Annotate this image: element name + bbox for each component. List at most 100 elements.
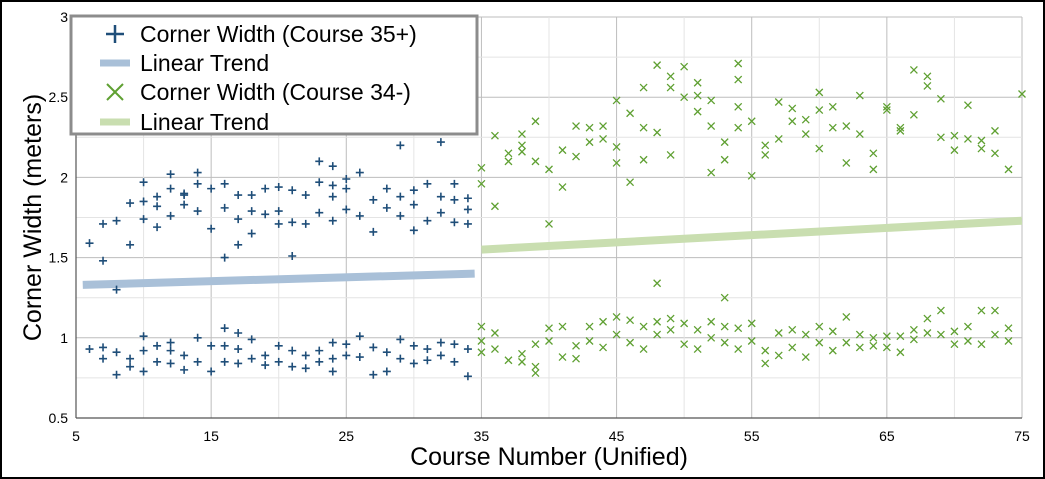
data-point [950, 327, 959, 336]
data-point [518, 349, 526, 358]
data-point [315, 208, 324, 217]
data-point [126, 199, 135, 208]
data-point [572, 341, 580, 350]
data-point [909, 335, 918, 344]
data-point [450, 179, 459, 188]
data-point [180, 189, 189, 198]
data-point [315, 357, 324, 366]
data-point [153, 341, 162, 350]
data-point [653, 128, 662, 137]
data-point [815, 144, 824, 153]
data-point [585, 138, 594, 147]
y-tick-label: 2 [60, 169, 68, 185]
legend: Corner Width (Course 35+) Linear Trend Cor… [69, 14, 479, 136]
data-point [301, 219, 310, 228]
data-point [747, 337, 756, 345]
data-point [288, 362, 297, 371]
data-point [707, 168, 716, 177]
data-point [463, 219, 472, 228]
legend-items: Corner Width (Course 35+) Linear Trend Cor… [100, 21, 417, 135]
data-point [869, 165, 878, 174]
data-point [558, 146, 567, 155]
data-point [220, 203, 229, 212]
data-point [977, 136, 986, 145]
data-point [504, 149, 513, 158]
data-point [612, 159, 621, 167]
data-point [409, 226, 418, 235]
data-point [490, 131, 499, 140]
legend-label: Linear Trend [140, 109, 269, 135]
data-point [963, 322, 972, 331]
data-point [612, 142, 621, 151]
data-point [490, 202, 499, 211]
data-point [234, 345, 243, 354]
data-point [166, 346, 175, 355]
data-point [355, 168, 364, 177]
data-point [626, 338, 635, 347]
data-point [963, 134, 972, 143]
data-point [301, 351, 310, 360]
data-point [612, 330, 621, 339]
data-point [599, 122, 608, 131]
data-point [666, 325, 675, 334]
data-point [545, 219, 553, 228]
data-point [693, 345, 702, 353]
data-point [153, 357, 162, 366]
data-point [558, 322, 567, 331]
legend-marker-plus [106, 25, 124, 43]
data-point [477, 163, 486, 172]
data-point [815, 338, 824, 347]
data-point [801, 353, 810, 362]
data-point [734, 123, 743, 132]
data-point [693, 78, 702, 87]
data-point [261, 361, 270, 370]
data-point [599, 317, 608, 326]
data-point [788, 117, 797, 126]
data-point [653, 279, 662, 288]
data-point [842, 159, 851, 167]
data-point [936, 306, 945, 315]
data-point [869, 149, 878, 158]
data-point [490, 329, 499, 337]
data-point [315, 346, 324, 355]
data-point [139, 332, 148, 341]
data-point [477, 337, 486, 345]
data-point [950, 146, 959, 155]
data-point [923, 82, 932, 90]
data-point [815, 322, 824, 331]
data-point [166, 338, 175, 347]
trend-lines [82, 216, 1023, 289]
data-point [626, 316, 635, 325]
data-point [720, 293, 729, 302]
data-point [1004, 324, 1013, 333]
data-point [693, 107, 702, 116]
data-point [423, 216, 432, 225]
data-point [207, 224, 216, 233]
data-point [572, 354, 580, 363]
trend-line [82, 269, 475, 289]
data-point [882, 343, 891, 352]
data-point [463, 205, 472, 214]
data-point [761, 150, 770, 159]
data-point [1004, 165, 1013, 174]
data-point [518, 357, 526, 366]
x-tick-label: 35 [474, 428, 490, 444]
data-point [274, 357, 283, 366]
data-point [707, 122, 716, 131]
data-point [909, 325, 918, 334]
data-point [545, 337, 553, 345]
data-point [774, 134, 783, 143]
data-point [518, 141, 526, 150]
data-point [247, 354, 256, 363]
data-point [531, 369, 540, 378]
data-point [666, 72, 675, 81]
data-point [328, 162, 337, 171]
trend-line [481, 216, 1023, 254]
data-point [855, 343, 864, 352]
data-point [436, 351, 445, 360]
data-point [450, 340, 459, 349]
data-point [288, 251, 297, 260]
data-point [382, 348, 391, 357]
data-point [328, 216, 337, 225]
